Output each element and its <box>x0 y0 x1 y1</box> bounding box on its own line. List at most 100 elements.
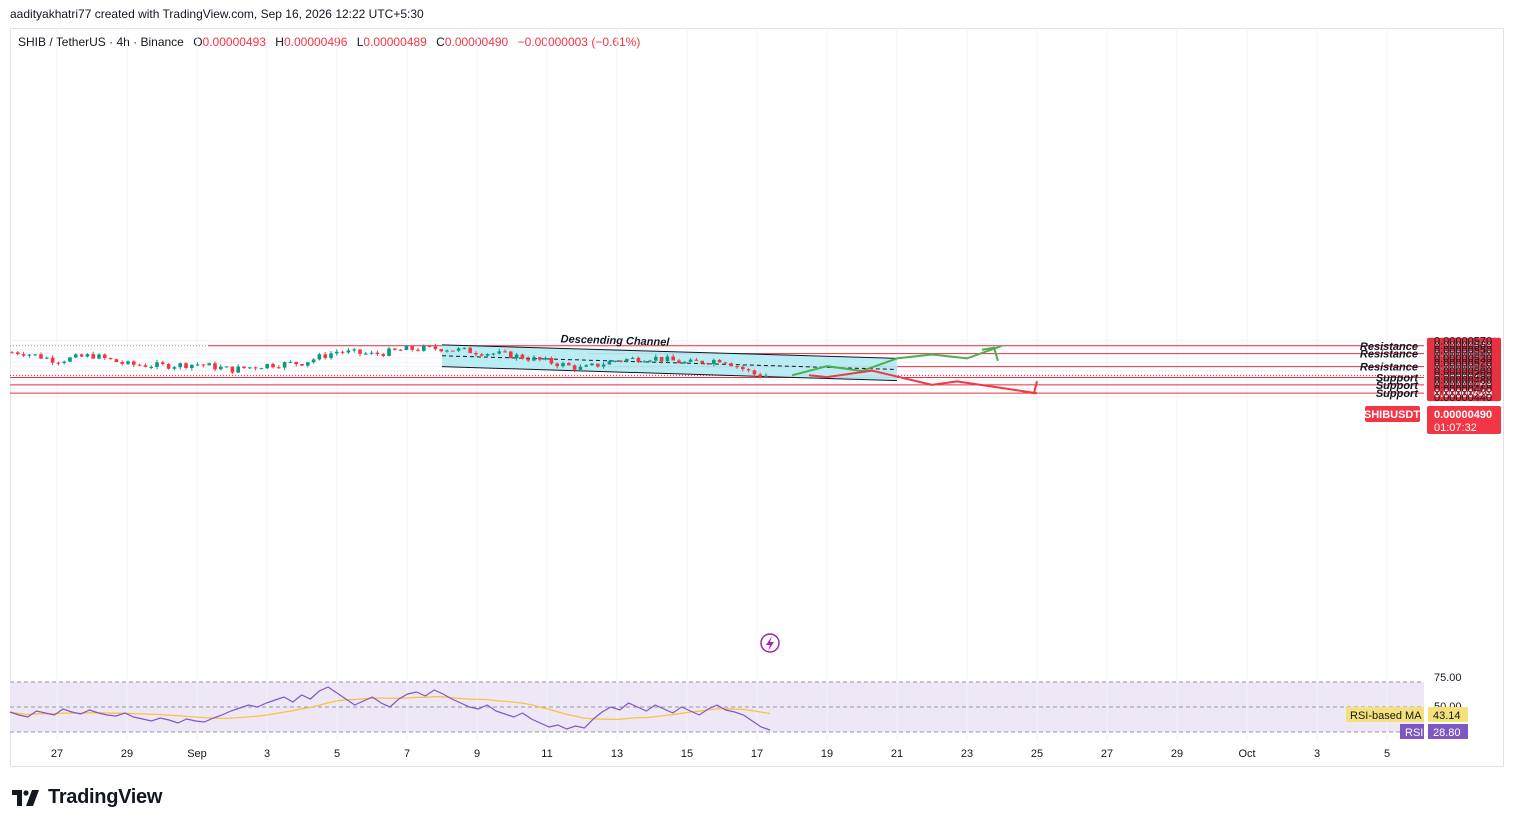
candle-body <box>422 345 426 351</box>
candle-body <box>410 346 414 350</box>
rsi-line[interactable] <box>9 686 771 731</box>
low-label: L <box>356 35 364 49</box>
channel-upper-line[interactable] <box>441 344 898 359</box>
candle-body <box>375 352 380 355</box>
channel-label: Descending Channel <box>560 333 670 348</box>
bearish-projection-path[interactable] <box>808 369 1038 395</box>
brand[interactable]: TradingView <box>12 786 162 809</box>
x-tick-label: 17 <box>751 748 763 760</box>
x-tick-label: 15 <box>681 748 693 760</box>
candle-body <box>555 363 559 367</box>
candle-body <box>578 366 583 370</box>
x-tick-label: Oct <box>1238 748 1255 760</box>
rsi-ma-line[interactable] <box>9 696 771 720</box>
candle-body <box>201 364 206 366</box>
y-tick-label: 0.00000530 <box>1434 353 1492 365</box>
candle-body <box>456 348 461 351</box>
candle-body <box>16 352 20 355</box>
candle-body <box>503 351 507 353</box>
candle-body <box>311 359 316 363</box>
last-price-value: 0.00000490 <box>1434 409 1492 421</box>
candle-body <box>526 358 530 361</box>
candle-body <box>393 348 397 350</box>
level-label: Support <box>1376 373 1419 385</box>
candle-body <box>654 356 658 361</box>
candle-body <box>671 356 675 361</box>
level-labels: Resistance0.00000558Resistance0.00000540… <box>1360 337 1501 402</box>
x-tick-label: 5 <box>1384 748 1390 760</box>
candle-body <box>369 352 374 354</box>
candle-body <box>288 361 293 363</box>
candle-body <box>242 366 246 369</box>
x-tick-label: 23 <box>961 748 973 760</box>
candle-body <box>613 360 617 362</box>
candle-body <box>416 349 420 351</box>
candle-body <box>688 359 693 362</box>
rsi-ma-label: RSI-based MA <box>1350 710 1422 722</box>
channel-lower-line[interactable] <box>441 366 898 382</box>
candle-body <box>543 357 548 360</box>
candle-body <box>404 346 409 351</box>
x-tick-label: 3 <box>264 748 270 760</box>
y-tick-label: 0.00000520 <box>1434 357 1492 369</box>
candle-body <box>178 363 182 368</box>
x-tick-label: 7 <box>404 748 410 760</box>
candle-body <box>282 362 287 368</box>
level-price: 0.00000449 <box>1434 388 1492 400</box>
x-tick-label: 13 <box>611 748 623 760</box>
candle-body <box>596 363 600 367</box>
candle-body <box>625 358 629 362</box>
candle-body <box>677 360 681 364</box>
candle-body <box>259 368 264 370</box>
candle-body <box>694 359 699 361</box>
candle-body <box>346 350 351 353</box>
candle-body <box>224 366 229 368</box>
open-label: O <box>193 35 203 49</box>
lightning-icon[interactable] <box>760 633 780 653</box>
candle-body <box>155 362 159 367</box>
candle-body <box>166 364 171 369</box>
x-tick-label: 29 <box>121 748 133 760</box>
x-tick-label: 9 <box>474 748 480 760</box>
level-label: Support <box>1376 380 1419 392</box>
rsi-value: 28.80 <box>1433 727 1461 739</box>
candle-body <box>358 349 362 354</box>
candle-body <box>120 362 124 364</box>
y-tick-label: 0.00000440 <box>1434 392 1492 404</box>
tradingview-logo-icon <box>12 789 39 806</box>
candle-body <box>659 356 664 362</box>
candle-body <box>636 357 641 363</box>
bullish-projection-path[interactable] <box>791 344 1003 377</box>
candle-body <box>143 365 148 367</box>
y-tick-label: 0.00000470 <box>1434 379 1492 391</box>
candle-body <box>561 363 565 367</box>
x-tick-label: 29 <box>1171 748 1183 760</box>
candle-body <box>451 350 455 352</box>
rsi-tick-75: 75.00 <box>1434 672 1462 684</box>
level-price-tag <box>1427 385 1501 402</box>
candle-body <box>184 363 188 369</box>
grid <box>10 28 1424 740</box>
candle-body <box>474 353 478 355</box>
x-tick-label: 27 <box>51 748 63 760</box>
y-tick-label: 0.00000500 <box>1434 366 1492 378</box>
candle-body <box>532 357 536 361</box>
candle-body <box>50 357 55 363</box>
candle-body <box>74 354 78 358</box>
symbol-label[interactable]: SHIB / TetherUS · 4h · Binance <box>18 35 184 49</box>
candle-body <box>746 369 751 371</box>
x-tick-label: 25 <box>1031 748 1043 760</box>
rsi-tag: RSI 28.80 <box>1400 724 1468 739</box>
y-tick-label: 0.00000460 <box>1434 383 1492 395</box>
candle-body <box>323 354 327 358</box>
price-chart[interactable]: Descending Channel Resistance0.00000558R… <box>0 0 1515 770</box>
candle-body <box>103 354 107 358</box>
low-value: 0.00000489 <box>363 35 427 49</box>
candle-body <box>172 367 177 369</box>
candle-body <box>149 366 153 368</box>
candle-body <box>712 359 716 364</box>
candle-body <box>607 361 612 365</box>
level-label: Resistance <box>1360 349 1418 361</box>
candle-body <box>335 351 339 354</box>
y-tick-label: 0.00000490 <box>1434 370 1492 382</box>
